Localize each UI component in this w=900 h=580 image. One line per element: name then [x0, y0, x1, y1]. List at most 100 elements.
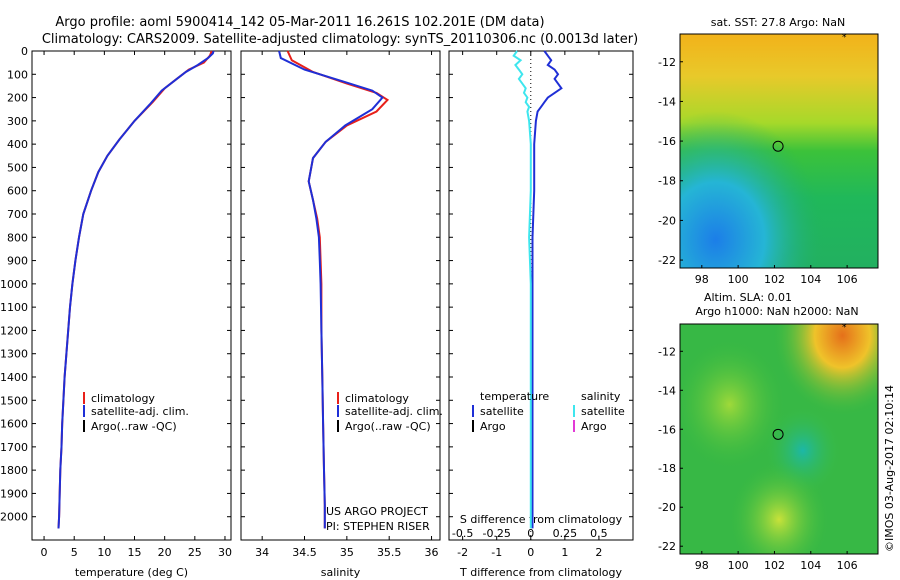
- x-tick-label: 2: [595, 546, 602, 559]
- salinity-legend: climatology satellite-adj. clim. Argo(..…: [337, 392, 443, 433]
- sla-x-tick-label: 100: [728, 559, 749, 572]
- sla-x-tick-label: 106: [837, 559, 858, 572]
- legend-label-temp-satellite: satellite: [480, 405, 524, 418]
- sst-map-frame: [679, 33, 879, 269]
- sst-y-tick-label: -22: [658, 254, 676, 267]
- y-tick-label: 100: [7, 68, 28, 81]
- y-tick-label: 300: [7, 115, 28, 128]
- y-tick-label: 1800: [0, 464, 28, 477]
- x-tick-label: -2: [457, 546, 468, 559]
- y-tick-label: 500: [7, 161, 28, 174]
- x-tick-label: 35: [340, 546, 354, 559]
- legend-label-climatology: climatology: [345, 392, 409, 405]
- sla-map-ticks: 98 100 102 104 106 -12 -14 -16 -18 -20 -22: [658, 345, 858, 572]
- s-tick-label: -0.5: [452, 527, 473, 540]
- sla-x-tick-label: 104: [800, 559, 821, 572]
- y-tick-label: 1600: [0, 418, 28, 431]
- x-tick-label: 36: [425, 546, 439, 559]
- temperature-series-climatology: [57, 50, 213, 529]
- sst-y-tick-label: -20: [658, 214, 676, 227]
- x-tick-label: 30: [218, 546, 232, 559]
- x-tick-label: 35.5: [377, 546, 402, 559]
- salinity-series-satellite: [278, 50, 384, 529]
- x-tick-label: 25: [188, 546, 202, 559]
- sla-y-tick-label: -14: [658, 384, 676, 397]
- x-tick-label: 5: [71, 546, 78, 559]
- salinity-panel-frame: [240, 50, 441, 541]
- difference-legend: temperature salinity satellite Argo sate…: [472, 390, 625, 433]
- y-tick-label: 800: [7, 231, 28, 244]
- legend-head-salinity: salinity: [581, 390, 621, 403]
- sst-map-title: sat. SST: 27.8 Argo: NaN: [711, 16, 845, 29]
- x-tick-label: 34: [255, 546, 269, 559]
- sla-x-tick-label: 98: [695, 559, 709, 572]
- temperature-difference-series: [531, 50, 563, 529]
- sla-y-tick-label: -12: [658, 345, 676, 358]
- salinity-difference-series: [512, 50, 532, 529]
- figure-title-line2: Climatology: CARS2009. Satellite-adjuste…: [42, 32, 638, 47]
- y-tick-label: 0: [21, 45, 28, 58]
- sla-y-tick-label: -18: [658, 462, 676, 475]
- y-tick-label: 1900: [0, 487, 28, 500]
- sst-x-tick-label: 102: [764, 273, 785, 286]
- x-tick-label: 34.5: [292, 546, 317, 559]
- salinity-axis-label: salinity: [321, 566, 361, 579]
- legend-label-sal-argo: Argo: [581, 420, 607, 433]
- s-tick-label: 0.5: [590, 527, 608, 540]
- x-tick-label: 10: [97, 546, 111, 559]
- salinity-series-climatology: [286, 50, 390, 529]
- y-tick-label: 2000: [0, 511, 28, 524]
- temperature-legend: climatology satellite-adj. clim. Argo(..…: [83, 392, 189, 433]
- s-tick-label: 0: [527, 527, 534, 540]
- sla-north-marker: *: [842, 323, 847, 333]
- credit-pi: PI: STEPHEN RISER: [326, 520, 430, 533]
- legend-label-sal-satellite: satellite: [581, 405, 625, 418]
- temperature-series-satellite: [57, 50, 215, 529]
- y-tick-label: 1200: [0, 324, 28, 337]
- y-tick-label: 1100: [0, 301, 28, 314]
- sla-y-tick-label: -22: [658, 540, 676, 553]
- sst-map-ticks: 98 100 102 104 106 -12 -14 -16 -18 -20 -22: [658, 56, 858, 286]
- x-tick-label: 0: [527, 546, 534, 559]
- y-tick-label: 1500: [0, 394, 28, 407]
- y-tick-label: 900: [7, 255, 28, 268]
- salinity-plot: 34 34.5 35 35.5 36 salinity: [241, 50, 440, 579]
- sla-y-tick-label: -16: [658, 423, 676, 436]
- difference-plot: -2 -1 0 1 2 -0.5 -0.25 0 0.25 0.5S difference fro…: [449, 50, 633, 579]
- temperature-panel-frame: [31, 50, 232, 541]
- imos-timestamp: ©IMOS 03-Aug-2017 02:10:14: [883, 385, 896, 552]
- sst-x-tick-label: 98: [695, 273, 709, 286]
- sst-map: *: [679, 33, 879, 269]
- sla-map-frame: [679, 323, 879, 555]
- sla-map-title-line2: Argo h1000: NaN h2000: NaN: [695, 305, 858, 318]
- sla-map-title-line1: Altim. SLA: 0.01: [704, 291, 792, 304]
- legend-label-temp-argo: Argo: [480, 420, 506, 433]
- legend-label-satellite-adj: satellite-adj. clim.: [91, 405, 189, 418]
- sst-x-tick-label: 104: [800, 273, 821, 286]
- y-tick-label: 1300: [0, 348, 28, 361]
- legend-label-satellite-adj: satellite-adj. clim.: [345, 405, 443, 418]
- t-difference-axis-label: T difference from climatology: [459, 566, 622, 579]
- s-difference-axis-label: S difference from climatology: [460, 513, 623, 526]
- difference-panel-frame: [448, 50, 634, 541]
- legend-label-argo: Argo(..raw -QC): [345, 420, 431, 433]
- s-tick-label: -0.25: [482, 527, 510, 540]
- sst-y-tick-label: -14: [658, 95, 676, 108]
- sst-north-marker: *: [842, 33, 847, 43]
- y-tick-label: 1700: [0, 441, 28, 454]
- sst-y-tick-label: -12: [658, 56, 676, 69]
- x-tick-label: 15: [128, 546, 142, 559]
- sla-argo-location-marker: [772, 428, 784, 440]
- x-tick-label: 20: [158, 546, 172, 559]
- legend-label-argo: Argo(..raw -QC): [91, 420, 177, 433]
- y-tick-label: 600: [7, 185, 28, 198]
- credit-project: US ARGO PROJECT: [326, 505, 428, 518]
- sla-y-tick-label: -20: [658, 501, 676, 514]
- legend-label-climatology: climatology: [91, 392, 155, 405]
- y-tick-label: 200: [7, 92, 28, 105]
- sla-x-tick-label: 102: [764, 559, 785, 572]
- y-tick-label: 700: [7, 208, 28, 221]
- x-tick-label: 1: [561, 546, 568, 559]
- temperature-plot: 0100200300400500600700800900100011001200…: [0, 45, 232, 579]
